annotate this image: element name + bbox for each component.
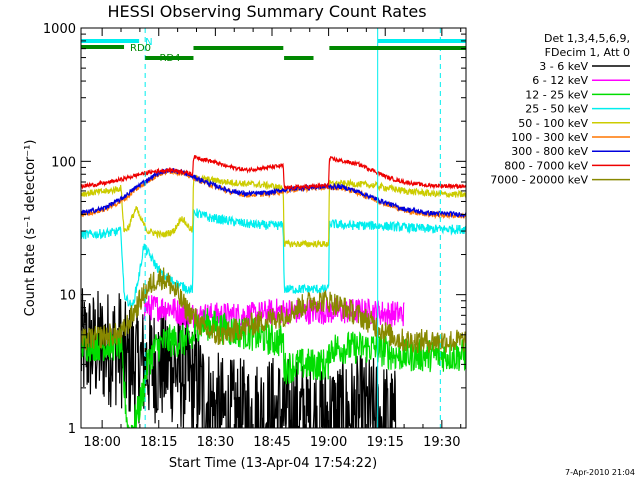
y-axis-label: Count Rate (s⁻¹ detector⁻¹) — [23, 140, 38, 317]
y-tick-label-2: 100 — [51, 155, 76, 170]
series-line-6 — [81, 167, 466, 219]
state-label-1: RD0 — [130, 43, 151, 54]
legend-label-4: 50 - 100 keV — [518, 117, 588, 130]
y-tick-label-1: 10 — [59, 289, 76, 304]
footer-date: 7-Apr-2010 21:04 — [565, 468, 635, 477]
x-tick-label-0: 18:00 — [83, 435, 120, 450]
x-tick-label-6: 19:30 — [423, 435, 460, 450]
series-line-3 — [81, 208, 466, 311]
chart-title: HESSI Observing Summary Count Rates — [107, 2, 426, 21]
legend-label-8: 7000 - 20000 keV — [490, 174, 588, 187]
legend-label-6: 300 - 800 keV — [511, 145, 588, 158]
legend-label-7: 800 - 7000 keV — [504, 159, 588, 172]
series-layer — [81, 155, 466, 428]
x-tick-label-1: 18:15 — [140, 435, 177, 450]
x-tick-label-4: 19:00 — [310, 435, 347, 450]
legend-label-5: 100 - 300 keV — [511, 131, 588, 144]
legend-label-1: 6 - 12 keV — [532, 74, 588, 87]
x-tick-label-3: 18:45 — [253, 435, 290, 450]
x-axis-label: Start Time (13-Apr-04 17:54:22) — [169, 456, 377, 471]
y-tick-label-3: 1000 — [43, 22, 76, 37]
legend: Det 1,3,4,5,6,9, FDecim 1, Att 0 3 - 6 k… — [490, 32, 630, 187]
state-label-0: N — [145, 37, 152, 48]
legend-label-2: 12 - 25 keV — [525, 88, 588, 101]
x-tick-label-5: 19:15 — [366, 435, 403, 450]
y-tick-label-0: 1 — [68, 422, 76, 437]
legend-header-1: Det 1,3,4,5,6,9, — [544, 32, 630, 45]
state-label-3: RD4 — [159, 53, 180, 64]
legend-label-3: 25 - 50 keV — [525, 103, 588, 116]
legend-header-2: FDecim 1, Att 0 — [545, 46, 630, 59]
series-line-0 — [81, 288, 397, 428]
legend-label-0: 3 - 6 keV — [539, 60, 588, 73]
axes: 18:00 18:15 18:30 18:45 19:00 19:15 19:30 1 10 10… — [43, 22, 466, 450]
x-tick-label-2: 18:30 — [197, 435, 234, 450]
plot-frame — [80, 27, 467, 429]
